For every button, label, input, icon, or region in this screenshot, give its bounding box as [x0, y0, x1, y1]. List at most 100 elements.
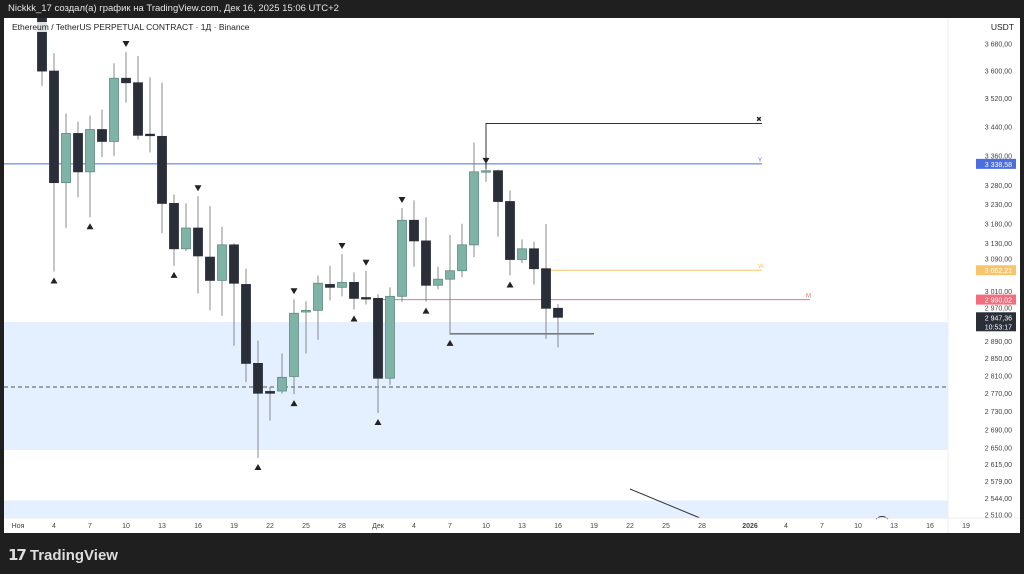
price-tick: 3 230,00 — [985, 202, 1012, 209]
swing-low-marker — [290, 400, 298, 407]
date-tick: 7 — [88, 523, 92, 530]
candle — [253, 340, 263, 458]
price-tick: 2 770,00 — [985, 391, 1012, 398]
swing-low-marker — [446, 339, 454, 346]
candle — [457, 223, 467, 278]
candle-body — [121, 77, 131, 84]
candle — [445, 235, 455, 334]
cross-marker: ✖ — [756, 116, 762, 123]
candle — [205, 206, 215, 311]
candle — [181, 203, 191, 252]
swing-low-marker — [374, 418, 382, 425]
candle — [385, 287, 395, 385]
price-tick: 2 690,00 — [985, 427, 1012, 434]
price-tick: 3 520,00 — [985, 96, 1012, 103]
candle-body — [157, 135, 167, 204]
price-tick: 3 280,00 — [985, 183, 1012, 190]
date-tick: 2026 — [742, 523, 758, 530]
date-tick: 19 — [590, 523, 598, 530]
price-label-text: 3 062,21 — [985, 268, 1012, 275]
logo-text: TradingView — [29, 546, 118, 564]
swing-low-marker — [50, 277, 58, 284]
candle-body — [253, 362, 263, 394]
price-label-badge — [976, 158, 1016, 169]
swing-high-marker — [122, 41, 130, 48]
candle — [241, 268, 251, 383]
swing-low-marker — [86, 223, 94, 230]
date-tick: 19 — [230, 523, 238, 530]
candle — [505, 190, 515, 276]
candle — [49, 53, 59, 272]
price-label-badge — [976, 265, 1016, 276]
swing-high-marker — [398, 196, 406, 203]
candle — [409, 200, 419, 267]
swing-high-marker — [362, 259, 370, 266]
candle-body — [37, 18, 47, 72]
candle-body — [277, 376, 287, 392]
candle-body — [145, 133, 155, 137]
candle-body — [241, 284, 251, 364]
date-tick: Дек — [372, 523, 385, 530]
candle — [541, 224, 551, 339]
candle-body — [301, 309, 311, 313]
tradingview-logo[interactable]: 𝟭𝟳 TradingView — [8, 546, 118, 565]
price-tick: 3 090,00 — [985, 257, 1012, 264]
candle — [397, 207, 407, 302]
candle — [97, 109, 107, 158]
candle — [529, 241, 539, 285]
date-tick: Ноя — [12, 523, 25, 530]
candle — [553, 304, 563, 348]
candle — [37, 18, 47, 86]
price-tick: 3 360,00 — [985, 153, 1012, 160]
price-tick: 2 970,00 — [985, 305, 1012, 312]
candle — [133, 56, 143, 140]
date-tick: 4 — [412, 523, 416, 530]
candle-body — [505, 201, 515, 260]
candle-body — [457, 244, 467, 272]
date-tick: 4 — [52, 523, 56, 530]
level-label-M: M — [806, 294, 811, 300]
candle — [337, 253, 347, 297]
candle — [289, 299, 299, 395]
candle-body — [529, 248, 539, 270]
candle-body — [61, 133, 71, 184]
candle-body — [493, 170, 503, 202]
price-tick: 3 130,00 — [985, 241, 1012, 248]
candle-body — [469, 171, 479, 246]
date-tick: 13 — [158, 523, 166, 530]
swing-low-marker — [422, 307, 430, 314]
candle-body — [541, 268, 551, 309]
swing-low-marker — [254, 463, 262, 470]
chart-pane[interactable]: Y W M ✖ 3 680,00 3 600,00 3 520,00 3 440,00 3 36… — [4, 18, 1020, 533]
candle-body — [181, 227, 191, 250]
candle — [193, 196, 203, 294]
date-tick: 16 — [554, 523, 562, 530]
date-tick: 10 — [854, 523, 862, 530]
price-tick: 2 544,00 — [985, 496, 1012, 503]
price-label-text: 2 990,02 — [985, 298, 1012, 305]
price-label-text: 3 338,58 — [985, 162, 1012, 169]
price-tick: 3 180,00 — [985, 221, 1012, 228]
swing-high-marker — [194, 185, 202, 192]
candle-body — [97, 129, 107, 142]
price-label-badge — [976, 294, 1016, 305]
price-tick: 2 510,00 — [985, 513, 1012, 520]
tv-logo-icon: 𝟭𝟳 — [8, 547, 27, 564]
candle — [109, 63, 119, 156]
candle — [85, 115, 95, 218]
price-chart[interactable]: Y W M ✖ 3 680,00 3 600,00 3 520,00 3 440,00 3 36… — [4, 18, 1020, 533]
candle — [301, 301, 311, 354]
candle-body — [205, 256, 215, 281]
candle — [229, 243, 239, 346]
symbol-title: Ethereum / TetherUS PERPETUAL CONTRACT ·… — [12, 22, 250, 32]
date-tick: 25 — [302, 523, 310, 530]
trend-line — [629, 488, 701, 519]
candle-body — [289, 312, 299, 377]
candle-body — [517, 248, 527, 260]
candle — [493, 169, 503, 237]
candle — [277, 353, 287, 394]
candle — [169, 194, 179, 266]
candle — [421, 217, 431, 302]
candle — [361, 270, 371, 305]
candle-body — [421, 240, 431, 286]
